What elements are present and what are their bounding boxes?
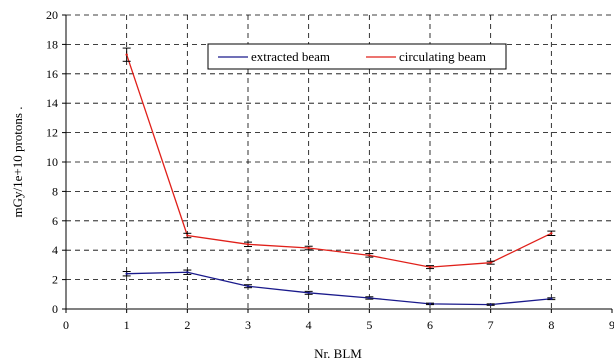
legend-label-extracted-beam: extracted beam	[251, 49, 330, 64]
series-line-extracted-beam	[126, 271, 552, 306]
data-point	[489, 303, 492, 306]
x-tick-label: 9	[609, 318, 614, 332]
data-point	[125, 53, 128, 56]
y-tick-label: 18	[46, 37, 58, 51]
x-axis-label: Nr. BLM	[314, 346, 362, 361]
y-tick-label: 0	[52, 302, 58, 316]
data-point	[550, 232, 553, 235]
data-point	[246, 243, 250, 246]
x-tick-label: 0	[63, 318, 69, 332]
series-circulating-beam	[122, 47, 556, 270]
data-point	[368, 254, 371, 257]
y-tick-label: 14	[46, 96, 58, 110]
y-tick-label: 2	[52, 273, 58, 287]
y-tick-label: 6	[52, 214, 58, 228]
y-tick-label: 10	[46, 155, 58, 169]
data-point	[428, 302, 432, 306]
data-point	[368, 296, 371, 300]
legend-label-circulating-beam: circulating beam	[399, 49, 486, 64]
data-point	[186, 234, 189, 237]
x-tick-label: 1	[124, 318, 130, 332]
x-tick-label: 5	[366, 318, 372, 332]
series-layer	[122, 47, 556, 306]
x-tick-label: 3	[245, 318, 251, 332]
x-tick-label: 8	[548, 318, 554, 332]
x-tick-label: 6	[427, 318, 433, 332]
series-extracted-beam	[122, 269, 556, 306]
data-point	[550, 297, 553, 300]
x-tick-label: 4	[306, 318, 312, 332]
y-tick-label: 12	[46, 126, 58, 140]
data-point	[307, 291, 310, 295]
axes	[62, 14, 613, 313]
legend: extracted beam circulating beam	[207, 43, 507, 70]
y-tick-label: 16	[46, 67, 58, 81]
series-line-circulating-beam	[126, 54, 552, 268]
data-point	[489, 261, 492, 264]
data-point	[125, 272, 128, 275]
data-point	[246, 285, 250, 288]
y-axis-label: mGy/1e+10 protons .	[10, 107, 25, 218]
y-tick-label: 20	[46, 8, 58, 22]
legend-box	[207, 43, 507, 70]
y-tick-label: 4	[52, 243, 58, 257]
data-point	[186, 271, 189, 274]
y-tick-label: 8	[52, 184, 58, 198]
x-tick-label: 7	[488, 318, 494, 332]
data-point	[428, 265, 432, 269]
x-tick-label: 2	[184, 318, 190, 332]
grid-lines	[66, 14, 612, 309]
data-point	[307, 246, 310, 250]
